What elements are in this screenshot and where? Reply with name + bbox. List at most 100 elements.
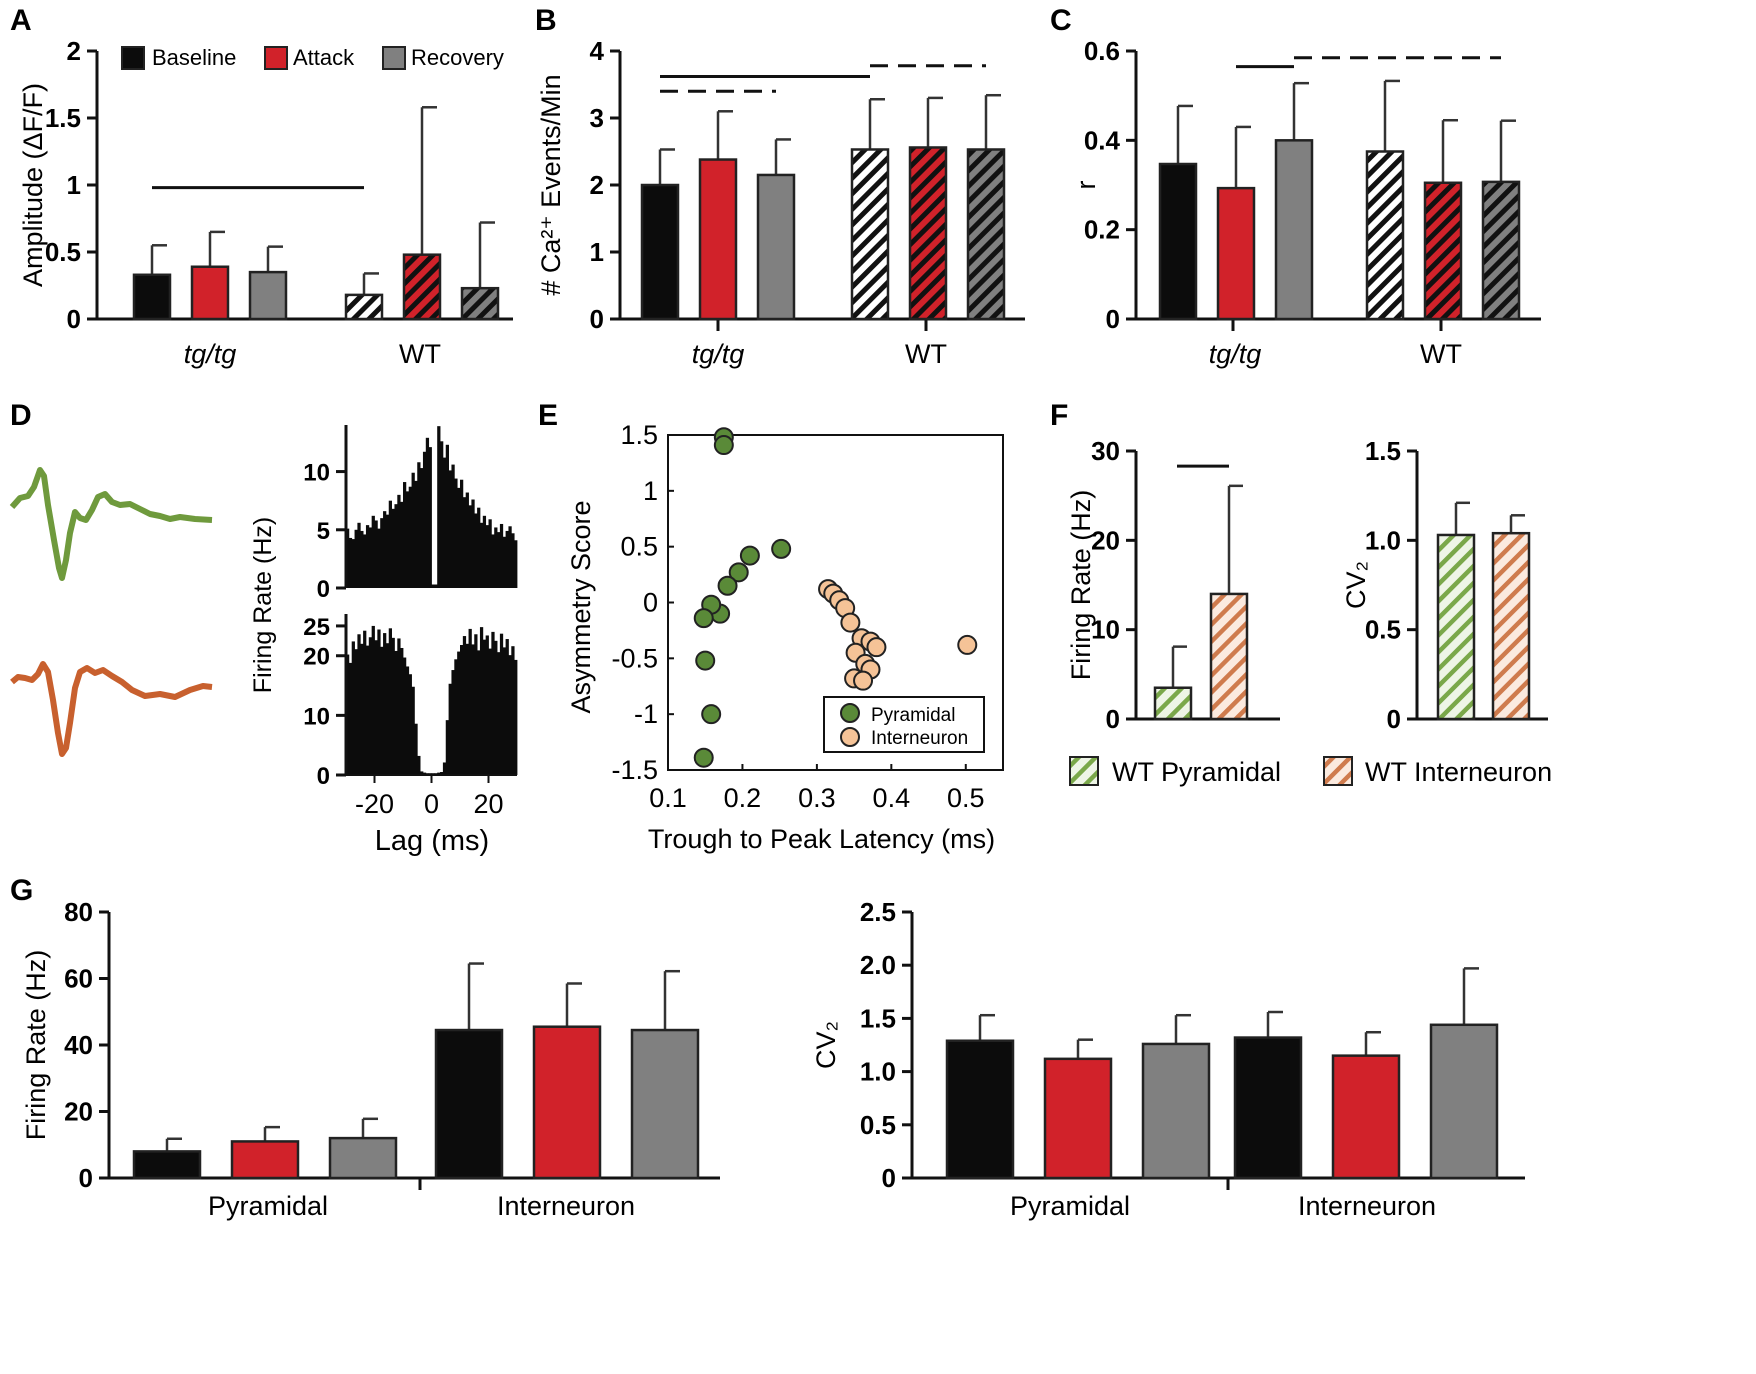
c-bar-baseline (1158, 162, 1198, 321)
g-rate-bar-baseline (434, 1028, 504, 1180)
d-top-histogram-bin (437, 426, 441, 588)
d-bottom-histogram-bin (422, 772, 427, 775)
e-point-pyramidal (695, 650, 716, 671)
legend-e-interneuron-dot (840, 727, 860, 747)
d-bottom-histogram-bin (405, 666, 410, 775)
d-bottom-histogram-bin (488, 648, 492, 775)
g-cv2-bar-baseline (945, 1039, 1015, 1180)
d-bottom-histogram-bin (508, 655, 512, 775)
e-y-tick-label: -0.5 (611, 643, 658, 673)
d-bottom-histogram-bin (363, 630, 367, 775)
d-bottom-histogram-bin (354, 649, 358, 775)
chart-f-cv2: 0 0.5 1.0 1.5 CV₂ (1341, 436, 1548, 734)
g-cv2-bar-recovery (1141, 1042, 1211, 1180)
d-top-histogram-bin (502, 536, 506, 588)
d-bottom-histogram-bin (397, 638, 401, 775)
c-y-tick-label: 0.6 (1084, 36, 1120, 66)
interneuron-waveform (10, 661, 213, 757)
g-cv2-y-tick-label: 1.5 (860, 1003, 896, 1033)
g-rate-bar-attack (230, 1140, 300, 1180)
d-bottom-histogram-bin (385, 643, 390, 775)
c-bar-baseline (1365, 150, 1405, 321)
d-top-histogram-bin (462, 497, 467, 588)
d-top-histogram-bin (457, 487, 461, 588)
d-top-histogram-bin (380, 518, 384, 588)
f-cv2-y-tick-label: 1.5 (1365, 436, 1401, 466)
d-top-histogram-bin (403, 482, 407, 588)
g-rate-y-tick-label: 40 (64, 1030, 93, 1060)
d-top-histogram-bin (482, 515, 487, 588)
d-bottom-histogram-bin (351, 641, 355, 775)
e-y-tick-label: -1.5 (611, 755, 658, 785)
d-top-histogram-bin (371, 515, 375, 588)
d-bottom-histogram-bin (391, 637, 395, 775)
f-rate-bar-interneuron (1209, 592, 1249, 721)
a-y-tick-label: 0.5 (45, 237, 81, 267)
e-y-tick-label: 0.5 (620, 532, 658, 562)
panel-label-a: A (10, 4, 32, 37)
d-bottom-histogram-bin (371, 625, 375, 775)
b-y-tick-label: 2 (590, 170, 604, 200)
d-bottom-y-tick-label: 0 (317, 763, 330, 790)
d-top-histogram-bin (357, 522, 361, 588)
d-bottom-histogram-bin (494, 640, 498, 775)
d-top-histogram-bin (417, 462, 421, 588)
chart-a: 0 0.5 1 1.5 2 Amplitude (ΔF/F) (18, 36, 513, 334)
d-bottom-histogram-bin (346, 654, 350, 775)
pyramidal-waveform (9, 467, 213, 581)
d-top-histogram-bin (468, 505, 472, 588)
a-bar-recovery (248, 270, 288, 321)
f-cv2-y-tick-label: 0.5 (1365, 615, 1401, 645)
a-bar-recovery (460, 286, 500, 321)
legend-swatch-attack (264, 46, 288, 70)
d-top-histogram-bin (354, 529, 358, 588)
e-point-pyramidal (739, 545, 760, 566)
d-top-histogram-bin (383, 511, 387, 588)
e-point-interneuron (840, 612, 861, 633)
panel-label-c: C (1050, 4, 1072, 37)
b-y-label: # Ca²⁺ Events/Min (536, 74, 566, 295)
b-y-tick-label: 0 (590, 304, 604, 334)
d-top-histogram-bin (494, 527, 498, 588)
panel-label-g: G (10, 874, 33, 907)
g-rate-bar-attack (532, 1025, 602, 1180)
e-x-tick-label: 0.1 (649, 783, 687, 813)
e-point-interneuron (957, 634, 978, 655)
f-rate-bar-pyramidal (1153, 686, 1193, 721)
g-rate-bar-baseline (132, 1150, 202, 1180)
e-point-pyramidal (717, 575, 738, 596)
d-bottom-histogram-bin (477, 650, 481, 775)
d-top-histogram-bin (451, 464, 455, 588)
e-y-tick-label: -1 (634, 699, 658, 729)
legend-f-interneuron: WT Interneuron (1365, 757, 1552, 787)
d-top-histogram-bin (514, 540, 518, 588)
d-top-histogram-bin (448, 470, 452, 588)
d-top-histogram-bin (388, 500, 392, 588)
a-bar-baseline (344, 293, 384, 321)
d-bottom-histogram-bin (485, 635, 489, 775)
d-bottom-histogram-bin (448, 683, 452, 775)
a-group-tg: tg/tg (184, 339, 237, 369)
g-cv2-y-tick-label: 2.5 (860, 897, 896, 927)
legend-label-baseline: Baseline (152, 45, 236, 70)
d-top-histogram-bin (420, 468, 424, 588)
d-bottom-histogram-bin (491, 631, 495, 775)
c-bar-recovery (1274, 139, 1314, 321)
d-bottom-histogram-bin (394, 650, 398, 775)
panel-label-b: B (535, 4, 557, 37)
d-top-histogram-bin (465, 492, 469, 588)
d-bottom-x-tick-label: -20 (355, 789, 394, 819)
d-top-histogram-bin (422, 451, 427, 588)
d-top-histogram-bin (511, 533, 515, 588)
f-rate-y-tick-label: 10 (1091, 615, 1120, 645)
d-top-histogram-bin (460, 479, 464, 588)
c-bar-attack (1423, 181, 1463, 321)
b-y-tick-label: 3 (590, 103, 604, 133)
a-y-label: Amplitude (ΔF/F) (18, 83, 48, 287)
d-bottom-histogram-bin (457, 651, 461, 775)
b-y-tick-label: 4 (590, 36, 605, 66)
g-cv2-y-tick-label: 1.0 (860, 1057, 896, 1087)
d-top-histogram-bin (414, 480, 418, 588)
e-point-pyramidal (701, 704, 722, 725)
